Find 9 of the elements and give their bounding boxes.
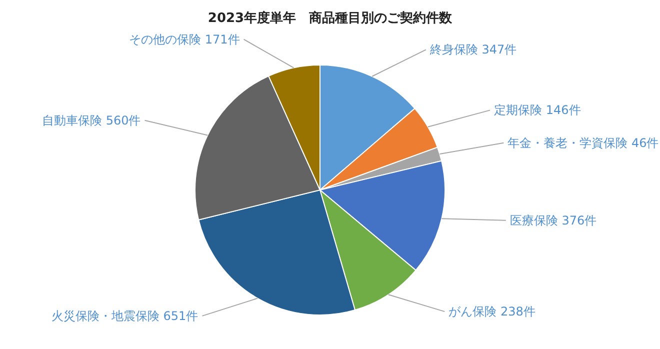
slice-label: がん保険 238件 — [448, 304, 536, 319]
slice-label: その他の保険 171件 — [129, 32, 240, 46]
slice-label: 火災保険・地震保険 651件 — [51, 308, 198, 323]
slice-label: 自動車保険 560件 — [42, 113, 141, 128]
slice-label: 定期保険 146件 — [494, 103, 581, 118]
slice-label: 終身保険 347件 — [428, 42, 517, 57]
slice-label: 年金・養老・学資保険 46件 — [508, 136, 659, 150]
chart-title: 2023年度単年 商品種目別のご契約件数 — [208, 10, 454, 26]
slice-label: 医療保険 376件 — [510, 213, 597, 228]
